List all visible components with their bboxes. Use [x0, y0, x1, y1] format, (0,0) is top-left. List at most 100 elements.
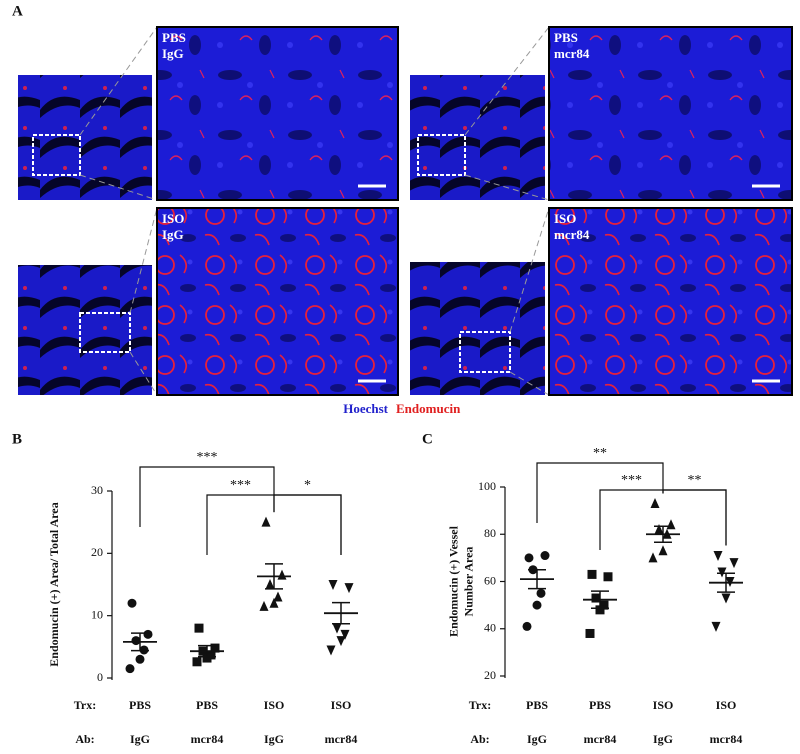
micrograph	[548, 207, 793, 396]
data-point	[654, 524, 664, 535]
y-tick-label: 60	[484, 573, 496, 587]
thumbnail	[18, 75, 152, 200]
x-tick-label: IgG	[527, 732, 547, 746]
data-point	[599, 600, 609, 610]
data-point	[277, 569, 287, 580]
data-point	[194, 623, 204, 633]
data-point	[131, 636, 141, 646]
panel-label: A	[12, 3, 23, 19]
error-bar	[265, 563, 283, 590]
data-point	[721, 593, 731, 604]
significance-bracket	[273, 494, 342, 555]
data-point	[259, 600, 269, 611]
legend-entry: Hoechst	[343, 401, 388, 416]
data-point	[711, 621, 721, 632]
y-tick-label: 30	[91, 483, 103, 497]
image-label: ISO	[554, 211, 576, 226]
zoom-box	[79, 312, 131, 353]
data-point	[332, 623, 342, 634]
data-point	[648, 552, 658, 563]
y-tick-label: 100	[478, 479, 496, 493]
x-tick-label: ISO	[653, 698, 674, 712]
x-tick-label: IgG	[130, 732, 150, 746]
data-point	[326, 645, 336, 656]
panel-label: C	[422, 431, 433, 447]
y-axis-title: Number Area	[461, 547, 475, 617]
zoom-line	[509, 371, 550, 396]
y-tick-label: 20	[91, 545, 103, 559]
image-label: PBS	[554, 30, 578, 45]
thumbnail	[410, 262, 545, 395]
zoom-line	[79, 174, 158, 201]
error-bar	[198, 644, 216, 658]
y-axis-title: Endomucin (+) Area/ Total Area	[47, 502, 61, 666]
data-point	[540, 551, 550, 561]
data-point	[273, 591, 283, 602]
x-tick-label: ISO	[716, 698, 737, 712]
x-tick-label: IgG	[264, 732, 284, 746]
y-axis-title: Endomucin (+) Vessel	[446, 525, 460, 637]
data-point	[524, 553, 534, 563]
y-tick-label: 10	[91, 607, 103, 621]
significance-label: **	[688, 473, 702, 488]
legend-entry: Endomucin	[396, 401, 461, 416]
data-point	[192, 657, 202, 667]
significance-label: ***	[197, 450, 218, 465]
x-tick-label: mcr84	[584, 732, 617, 746]
panel-label: B	[12, 431, 22, 447]
error-bar	[528, 568, 546, 590]
data-point	[336, 636, 346, 647]
data-point	[328, 580, 338, 590]
image-label: PBS	[162, 30, 186, 45]
data-point	[532, 600, 542, 610]
significance-label: ***	[621, 473, 642, 488]
x-tick-label: PBS	[589, 698, 611, 712]
image-label: mcr84	[554, 46, 590, 61]
significance-bracket	[662, 489, 727, 546]
zoom-line	[129, 207, 158, 314]
x-tick-label: ISO	[331, 698, 352, 712]
thumbnail	[18, 265, 152, 395]
x-tick-label: PBS	[526, 698, 548, 712]
x-tick-label: PBS	[196, 698, 218, 712]
data-point	[143, 629, 153, 639]
row-label: Trx:	[74, 698, 96, 712]
zoom-box	[32, 134, 81, 176]
data-point	[585, 628, 595, 638]
data-point	[587, 569, 597, 579]
zoom-line	[464, 174, 550, 201]
y-tick-label: 40	[484, 621, 496, 635]
image-label: IgG	[162, 227, 184, 242]
row-label: Ab:	[75, 732, 94, 746]
data-point	[127, 598, 137, 608]
x-tick-label: IgG	[653, 732, 673, 746]
zoom-box	[459, 331, 511, 373]
error-bar	[654, 525, 672, 544]
x-tick-label: mcr84	[710, 732, 743, 746]
data-point	[265, 579, 275, 589]
x-tick-label: PBS	[129, 698, 151, 712]
image-label: ISO	[162, 211, 184, 226]
image-label: IgG	[162, 46, 184, 61]
error-bar	[332, 601, 350, 625]
y-tick-label: 20	[484, 668, 496, 682]
data-point	[202, 653, 212, 663]
image-label: mcr84	[554, 227, 590, 242]
data-point	[595, 605, 605, 615]
data-point	[658, 545, 668, 556]
y-tick-label: 0	[97, 670, 103, 684]
x-tick-label: mcr84	[325, 732, 358, 746]
significance-label: ***	[230, 478, 251, 493]
data-point	[135, 654, 145, 664]
y-tick-label: 80	[484, 526, 496, 540]
data-point	[603, 572, 613, 582]
zoom-line	[79, 26, 158, 136]
error-bar	[717, 572, 735, 593]
data-point	[536, 588, 546, 598]
data-point	[210, 643, 220, 653]
row-label: Trx:	[469, 698, 491, 712]
error-bar	[131, 632, 149, 652]
data-point	[522, 621, 532, 631]
